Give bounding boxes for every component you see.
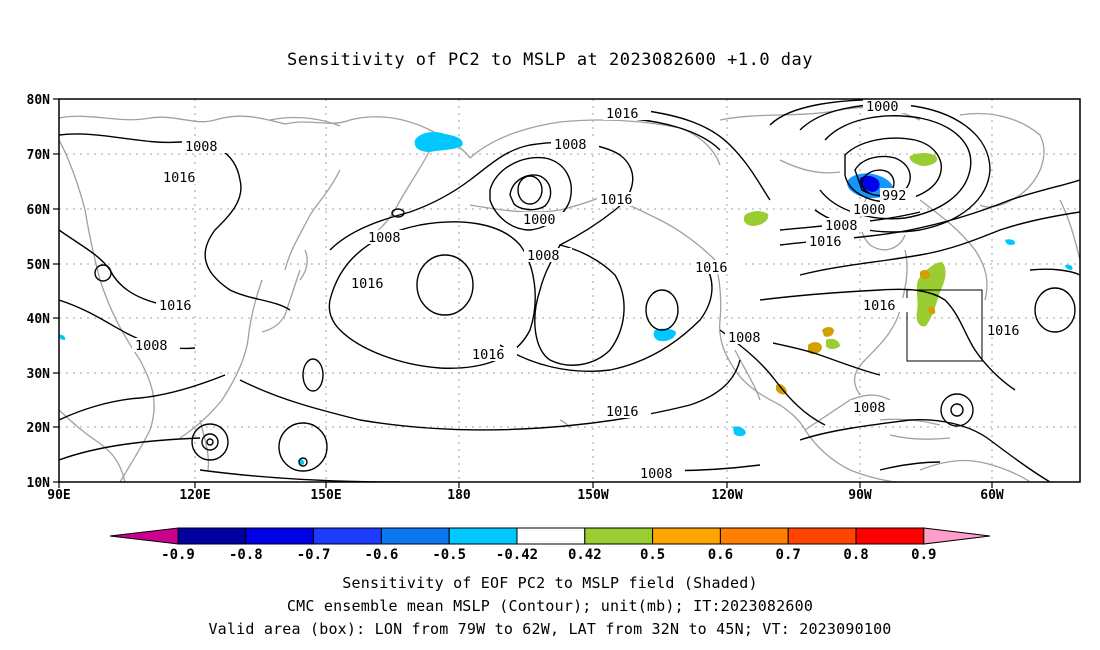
colorbar-label: -0.7 — [297, 547, 331, 563]
colorbar-box — [787, 527, 857, 545]
valid-area-box — [906, 289, 983, 362]
sensitivity-shading — [59, 132, 1073, 465]
contour-label: 1016 — [606, 106, 639, 122]
colorbar-box — [516, 527, 586, 545]
colorbar-label: -0.6 — [365, 547, 399, 563]
contour-label: 1008 — [368, 230, 401, 246]
lon-label: 120E — [179, 488, 210, 503]
colorbar-label: 0.42 — [568, 547, 602, 563]
pos-region-gulf2 — [808, 342, 822, 355]
colorbar-box — [313, 527, 382, 545]
colorbar-box — [245, 527, 315, 545]
lon-label: 90W — [848, 488, 872, 503]
contour-label: 1000 — [523, 212, 556, 228]
contour-label: 1016 — [159, 298, 192, 314]
contour-label: 1016 — [863, 298, 896, 314]
colorbar-label: -0.9 — [161, 547, 195, 563]
contour-label: 1008 — [185, 139, 218, 155]
colorbar-box — [380, 527, 450, 545]
lat-label: 30N — [27, 367, 51, 382]
lon-label: 90E — [47, 488, 70, 503]
contour-label: 1016 — [472, 347, 505, 363]
neg-region-mexico — [733, 426, 746, 437]
lat-label: 50N — [27, 258, 51, 273]
contour-label: 1016 — [351, 276, 384, 292]
lon-label: 180 — [447, 488, 471, 503]
latitude-labels: 80N 70N 60N 50N 40N 30N 20N 10N — [27, 93, 51, 491]
lat-label: 40N — [27, 312, 51, 327]
colorbar-label: 0.6 — [708, 547, 733, 563]
caption-line-1: Sensitivity of EOF PC2 to MSLP field (Sh… — [342, 574, 758, 592]
neg-region-west — [59, 334, 66, 340]
caption-line-2: CMC ensemble mean MSLP (Contour); unit(m… — [286, 597, 814, 615]
mslp-contours — [59, 99, 1080, 482]
contour-label: 1016 — [987, 323, 1020, 339]
neg-region-siberia — [414, 132, 463, 152]
contour-label: 1008 — [825, 218, 858, 234]
colorbar-below — [109, 527, 179, 545]
lat-label: 10N — [27, 476, 51, 491]
neg-region-east — [1065, 264, 1073, 270]
neg-region-canada-core — [859, 175, 880, 192]
longitude-labels: 90E 120E 150E 180 150W 120W 90W 60W — [47, 488, 1004, 503]
map-title: Sensitivity of PC2 to MSLP at 2023082600… — [286, 50, 813, 70]
lon-label: 120W — [711, 488, 742, 503]
lat-label: 80N — [27, 93, 51, 108]
map-plot-area: 1016 1000 1008 1008 1016 992 1016 1000 1… — [59, 99, 1080, 482]
colorbar-label: 0.9 — [911, 547, 936, 563]
contour-label: 1016 — [606, 404, 639, 420]
caption-line-3: Valid area (box): LON from 79W to 62W, L… — [208, 620, 892, 638]
colorbar-box — [652, 527, 721, 545]
colorbar-box — [448, 527, 518, 545]
colorbar-box — [719, 527, 789, 545]
contour-label: 1016 — [809, 234, 842, 250]
colorbar-label: 0.8 — [843, 547, 868, 563]
neg-region-atlantic — [1005, 239, 1016, 245]
contour-label: 1008 — [640, 466, 673, 482]
contour-label: 1008 — [554, 137, 587, 153]
colorbar-label: -0.5 — [432, 547, 466, 563]
contour-label: 992 — [882, 188, 906, 204]
neg-region-pacific — [653, 328, 676, 342]
lat-label: 70N — [27, 148, 51, 163]
lat-label: 60N — [27, 203, 51, 218]
colorbar-label: -0.8 — [229, 547, 263, 563]
contour-label: 1008 — [728, 330, 761, 346]
contour-label: 1016 — [600, 192, 633, 208]
colorbar-label: 0.7 — [776, 547, 801, 563]
contour-labels: 1016 1000 1008 1008 1016 992 1016 1000 1… — [132, 99, 1032, 482]
colorbar-label: 0.5 — [640, 547, 665, 563]
contour-label: 1008 — [527, 248, 560, 264]
pos-region-gulf1 — [822, 327, 834, 337]
contour-label: 1000 — [853, 202, 886, 218]
gridlines — [59, 99, 1080, 482]
pos-region-hudson — [909, 153, 938, 166]
lon-label: 150W — [577, 488, 608, 503]
lon-label: 60W — [980, 488, 1004, 503]
tick-marks — [53, 98, 993, 488]
colorbar-box — [177, 527, 247, 545]
lon-label: 150E — [310, 488, 341, 503]
contour-label: 1016 — [163, 170, 196, 186]
map-frame — [58, 98, 1081, 483]
pos-region-bc — [743, 211, 769, 226]
colorbar-box — [855, 527, 925, 545]
contour-label: 1008 — [135, 338, 168, 354]
colorbar-above — [923, 527, 991, 545]
contour-label: 1016 — [695, 260, 728, 276]
coastlines — [59, 106, 1080, 482]
contour-label: 1000 — [866, 99, 899, 115]
colorbar-labels: -0.9 -0.8 -0.7 -0.6 -0.5 -0.42 0.42 0.5 … — [161, 547, 936, 563]
colorbar-label: -0.42 — [496, 547, 538, 563]
colorbar — [109, 527, 991, 545]
lat-label: 20N — [27, 421, 51, 436]
colorbar-box — [584, 527, 654, 545]
contour-label: 1008 — [853, 400, 886, 416]
